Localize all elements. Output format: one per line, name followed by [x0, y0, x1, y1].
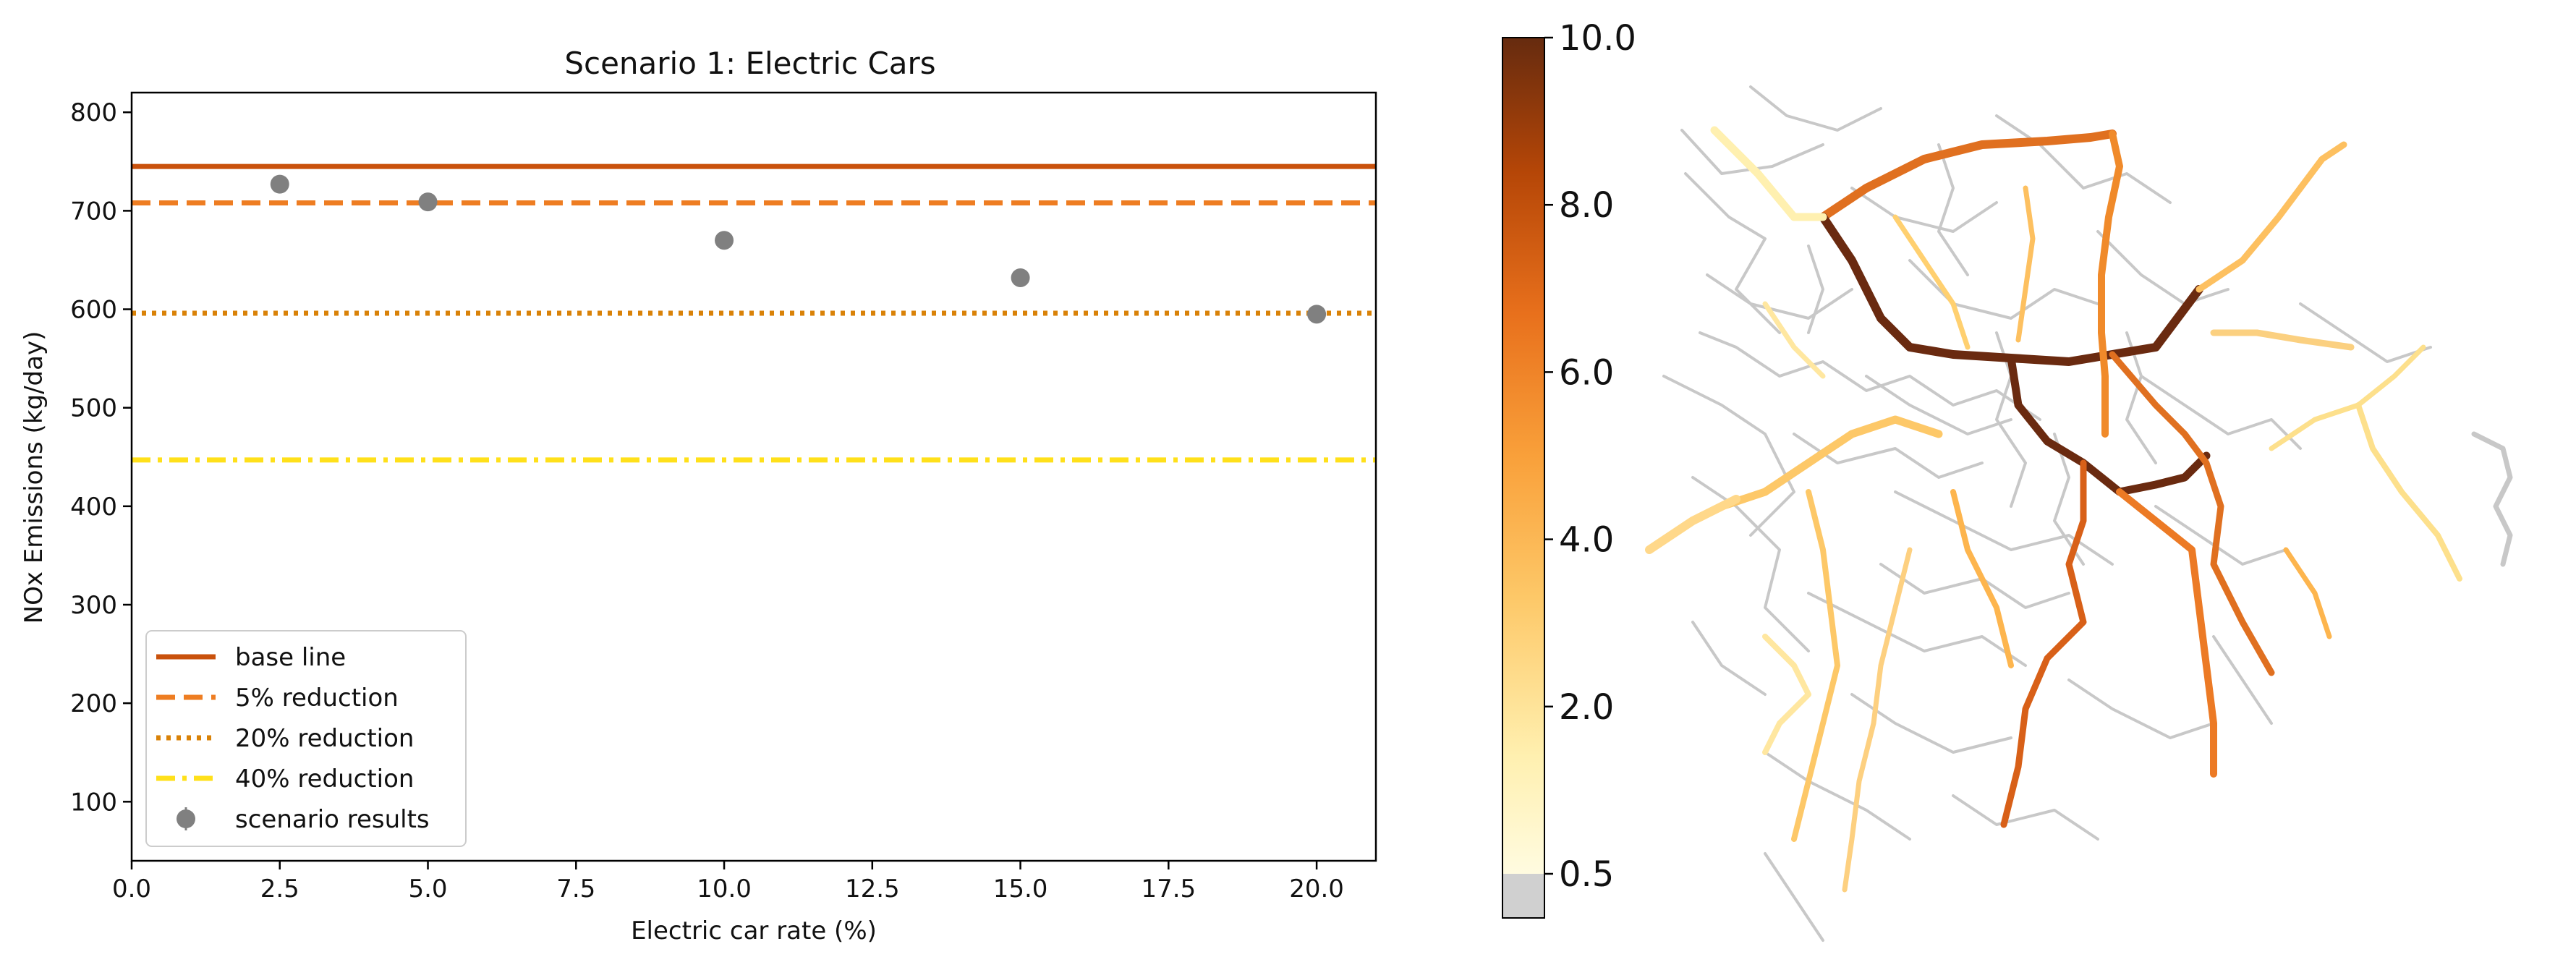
y-axis-label: NOx Emissions (kg/day) [20, 331, 48, 624]
legend-swatch-4 [177, 809, 195, 828]
x-axis-label: Electric car rate (%) [631, 916, 877, 945]
legend-label-2: 20% reduction [235, 724, 414, 753]
road-network-map [1645, 85, 2513, 942]
data-point-2 [715, 231, 734, 250]
x-tick-label-4: 10.0 [697, 875, 752, 903]
x-tick-label-1: 2.5 [260, 875, 299, 903]
x-tick-label-6: 15.0 [993, 875, 1048, 903]
x-tick-label-2: 5.0 [408, 875, 447, 903]
x-tick-label-5: 12.5 [845, 875, 900, 903]
data-point-4 [1307, 305, 1327, 324]
major-roads [1645, 126, 2462, 893]
chart-title: Scenario 1: Electric Cars [564, 46, 935, 81]
y-tick-label-5: 600 [70, 296, 117, 325]
colorbar-frame [1502, 37, 1545, 919]
legend-label-3: 40% reduction [235, 765, 414, 794]
colorbar-tick-label-2: 4.0 [1559, 520, 1614, 561]
data-point-3 [1011, 268, 1030, 287]
colorbar: 0.5 2.0 4.0 6.0 8.0 10.0 [1502, 18, 1636, 919]
colorbar-tick-label-0: 0.5 [1559, 854, 1614, 895]
legend-box [145, 630, 467, 847]
plot-frame [130, 91, 1377, 862]
reference-lines [132, 163, 1376, 463]
y-tick-label-6: 700 [70, 197, 117, 226]
legend-items: base line 5% reduction 20% reduction 40% re… [156, 643, 430, 834]
minor-roads [1662, 85, 2513, 942]
legend-label-1: 5% reduction [235, 684, 399, 713]
y-tick-label-3: 400 [70, 493, 117, 522]
x-tick-label-7: 17.5 [1141, 875, 1196, 903]
scatter-chart: Scenario 1: Electric Cars 0.0 2.5 5.0 7.5 10… [20, 46, 1377, 945]
colorbar-tick-label-5: 10.0 [1559, 18, 1636, 59]
y-tick-label-2: 300 [70, 591, 117, 620]
y-tick-label-7: 800 [70, 98, 117, 127]
y-axis-ticks: 100 200 300 400 500 600 700 800 [70, 98, 132, 817]
y-tick-label-0: 100 [70, 788, 117, 817]
data-point-0 [270, 174, 289, 194]
x-tick-label-0: 0.0 [112, 875, 151, 903]
legend-label-4: scenario results [235, 805, 430, 834]
y-tick-label-4: 500 [70, 394, 117, 423]
colorbar-gradient [1502, 38, 1544, 874]
x-tick-label-3: 7.5 [556, 875, 595, 903]
colorbar-ticks: 0.5 2.0 4.0 6.0 8.0 10.0 [1544, 18, 1636, 895]
x-axis-ticks: 0.0 2.5 5.0 7.5 10.0 12.5 15.0 17.5 20.0 [112, 861, 1344, 903]
legend-label-0: base line [235, 643, 346, 672]
data-points [270, 174, 1327, 324]
colorbar-below-min [1502, 874, 1544, 918]
x-tick-label-8: 20.0 [1289, 875, 1344, 903]
y-tick-label-1: 200 [70, 689, 117, 718]
colorbar-tick-label-4: 8.0 [1559, 185, 1614, 226]
colorbar-tick-label-1: 2.0 [1559, 687, 1614, 728]
data-point-1 [418, 192, 438, 212]
legend: base line 5% reduction 20% reduction 40% re… [145, 630, 467, 847]
colorbar-tick-label-3: 6.0 [1559, 352, 1614, 393]
